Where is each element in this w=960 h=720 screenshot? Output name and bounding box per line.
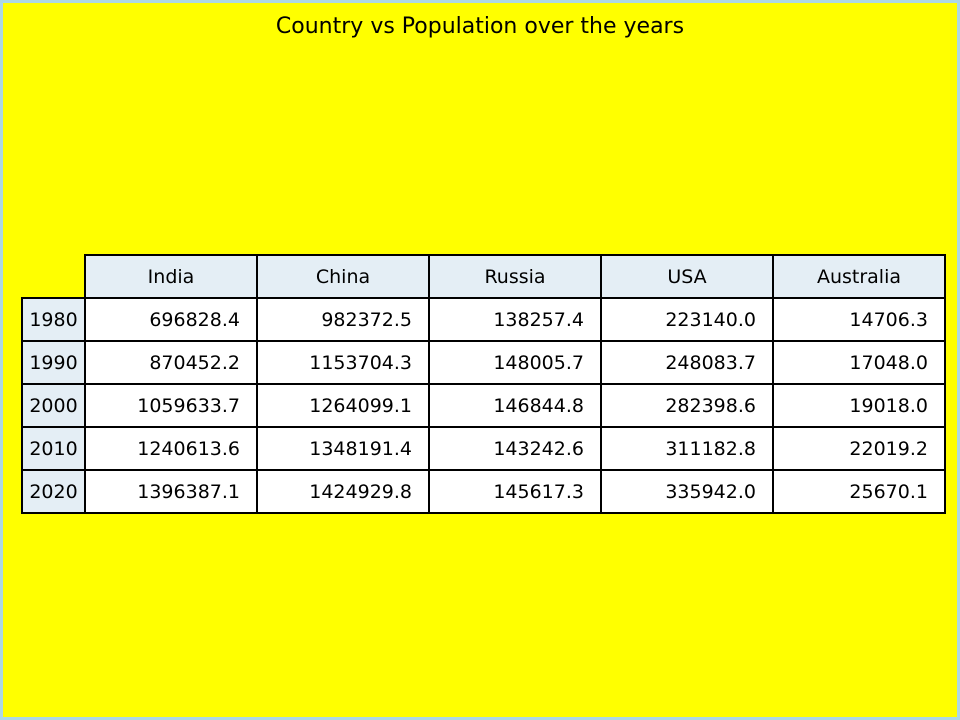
column-header: USA — [600, 254, 774, 299]
column-header: China — [256, 254, 430, 299]
chart-title: Country vs Population over the years — [275, 14, 685, 39]
table-cell: 19018.0 — [772, 383, 946, 428]
table-cell: 138257.4 — [428, 297, 602, 342]
table-cell: 14706.3 — [772, 297, 946, 342]
table-row: 2010 1240613.6 1348191.4 143242.6 311182… — [21, 426, 946, 471]
table-cell: 1396387.1 — [84, 469, 258, 514]
table-cell: 982372.5 — [256, 297, 430, 342]
population-table: India China Russia USA Australia 1980 69… — [21, 254, 946, 514]
table-cell: 1240613.6 — [84, 426, 258, 471]
table-container: India China Russia USA Australia 1980 69… — [21, 254, 946, 514]
table-cell: 1348191.4 — [256, 426, 430, 471]
table-cell: 1264099.1 — [256, 383, 430, 428]
table-corner — [22, 255, 85, 298]
table-row: 2020 1396387.1 1424929.8 145617.3 335942… — [21, 469, 946, 514]
table-row: 2000 1059633.7 1264099.1 146844.8 282398… — [21, 383, 946, 428]
table-cell: 311182.8 — [600, 426, 774, 471]
table-cell: 223140.0 — [600, 297, 774, 342]
table-cell: 696828.4 — [84, 297, 258, 342]
table-cell: 22019.2 — [772, 426, 946, 471]
column-header: Russia — [428, 254, 602, 299]
table-cell: 335942.0 — [600, 469, 774, 514]
table-cell: 1153704.3 — [256, 340, 430, 385]
table-cell: 1059633.7 — [84, 383, 258, 428]
table-cell: 870452.2 — [84, 340, 258, 385]
column-header: India — [84, 254, 258, 299]
row-header: 2000 — [21, 383, 86, 428]
table-cell: 17048.0 — [772, 340, 946, 385]
table-cell: 145617.3 — [428, 469, 602, 514]
table-row: 1990 870452.2 1153704.3 148005.7 248083.… — [21, 340, 946, 385]
table-cell: 25670.1 — [772, 469, 946, 514]
header-row: India China Russia USA Australia — [22, 254, 946, 299]
column-header: Australia — [772, 254, 946, 299]
table-cell: 143242.6 — [428, 426, 602, 471]
table-cell: 148005.7 — [428, 340, 602, 385]
table-row: 1980 696828.4 982372.5 138257.4 223140.0… — [21, 297, 946, 342]
row-header: 2020 — [21, 469, 86, 514]
row-header: 1990 — [21, 340, 86, 385]
row-header: 1980 — [21, 297, 86, 342]
table-cell: 248083.7 — [600, 340, 774, 385]
table-cell: 1424929.8 — [256, 469, 430, 514]
row-header: 2010 — [21, 426, 86, 471]
table-cell: 146844.8 — [428, 383, 602, 428]
table-cell: 282398.6 — [600, 383, 774, 428]
